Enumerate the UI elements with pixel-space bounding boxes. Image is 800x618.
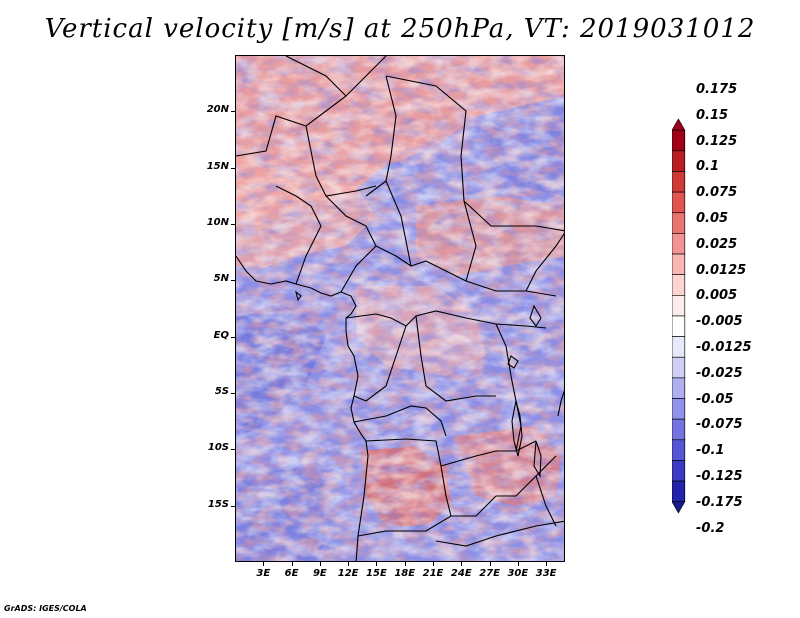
colorbar-level-label: 0.025 [696, 236, 738, 252]
colorbar-level-label: 0.1 [696, 159, 720, 175]
lon-tick-label: 33E [535, 568, 557, 579]
colorbar-swatch [672, 315, 686, 337]
lon-tick-mark [376, 562, 378, 566]
colorbar-swatch [672, 150, 686, 172]
colorbar-swatch [672, 191, 686, 214]
lon-tick-mark [348, 562, 350, 566]
lon-tick-label: 15E [366, 568, 387, 579]
lat-tick-mark [231, 111, 235, 113]
lat-tick-mark [231, 280, 235, 282]
map-plot-area [235, 55, 565, 562]
lon-tick-label: 6E [284, 568, 299, 579]
colorbar-level-label: -0.1 [696, 443, 725, 459]
colorbar-level-label: -0.025 [696, 365, 743, 381]
lat-tick-label: 20N [206, 104, 229, 116]
colorbar-level-label: -0.005 [696, 314, 743, 330]
lon-tick-label: 24E [450, 568, 472, 579]
colorbar [672, 118, 686, 514]
colorbar-bottom-arrow [672, 501, 686, 514]
grads-credit: GrADS: IGES/COLA [4, 604, 87, 613]
colorbar-swatch [672, 294, 686, 317]
colorbar-swatch [672, 480, 686, 503]
lat-tick-label: 10S [207, 442, 229, 454]
colorbar-swatch [672, 377, 686, 399]
colorbar-level-label: 0.125 [696, 133, 738, 149]
lon-tick-mark [263, 562, 265, 566]
colorbar-level-label: 0.005 [696, 288, 738, 304]
colorbar-level-label: 0.15 [696, 107, 729, 123]
lat-tick-mark [231, 393, 235, 394]
colorbar-swatch [672, 129, 686, 152]
lon-tick-mark [546, 562, 548, 566]
lon-tick-label: 18E [394, 568, 416, 579]
lat-tick-label: 15S [207, 498, 229, 510]
colorbar-level-label: -0.05 [696, 391, 734, 407]
lon-tick-label: 12E [337, 568, 359, 579]
field-texture-white [236, 56, 564, 561]
lon-tick-label: 9E [312, 568, 327, 579]
colorbar-level-label: -0.125 [696, 469, 743, 484]
lat-tick-mark [231, 336, 235, 338]
lon-tick-label: 27E [479, 568, 500, 579]
lon-tick-mark [404, 562, 406, 566]
colorbar-swatch [672, 418, 686, 441]
lat-tick-label: 5N [213, 273, 229, 285]
colorbar-level-label: -0.075 [696, 417, 743, 433]
lat-tick-label: 10N [206, 217, 229, 228]
lat-tick-label: 5S [214, 386, 229, 397]
lat-tick-mark [231, 449, 235, 451]
colorbar-level-label: -0.2 [696, 520, 725, 536]
colorbar-swatch [672, 336, 686, 358]
lon-tick-label: 30E [507, 568, 529, 579]
lon-tick-label: 3E [256, 568, 271, 579]
colorbar-swatch [672, 460, 686, 482]
lon-tick-mark [517, 562, 519, 566]
colorbar-level-label: 0.075 [696, 185, 738, 201]
colorbar-swatch [672, 439, 686, 461]
colorbar-level-label: -0.175 [696, 494, 743, 510]
lon-tick-mark [291, 562, 293, 566]
colorbar-level-label: 0.175 [696, 82, 738, 97]
velocity-field [236, 56, 564, 561]
colorbar-level-label: 0.05 [696, 211, 729, 226]
lon-tick-mark [489, 562, 491, 566]
lon-tick-mark [319, 562, 321, 566]
colorbar-swatch [672, 356, 686, 379]
colorbar-swatch [672, 212, 686, 234]
colorbar-swatch [672, 171, 686, 193]
colorbar-level-label: -0.0125 [696, 340, 752, 355]
lat-tick-mark [231, 167, 235, 169]
colorbar-swatch [672, 233, 686, 255]
colorbar-level-label: 0.0125 [696, 262, 747, 278]
colorbar-top-arrow [672, 118, 686, 131]
colorbar-swatch [672, 398, 686, 420]
lat-tick-mark [231, 505, 235, 507]
colorbar-swatch [672, 274, 686, 296]
coastlines-borders [236, 56, 564, 561]
lon-tick-mark [433, 562, 434, 566]
lat-tick-mark [231, 224, 235, 225]
lat-tick-label: EQ [213, 329, 229, 341]
lon-tick-label: 21E [422, 568, 444, 579]
lon-tick-mark [461, 562, 463, 566]
colorbar-swatch [672, 253, 686, 276]
lat-tick-label: 15N [206, 160, 229, 172]
map-title: Vertical velocity [m/s] at 250hPa, VT: 2… [44, 14, 756, 44]
